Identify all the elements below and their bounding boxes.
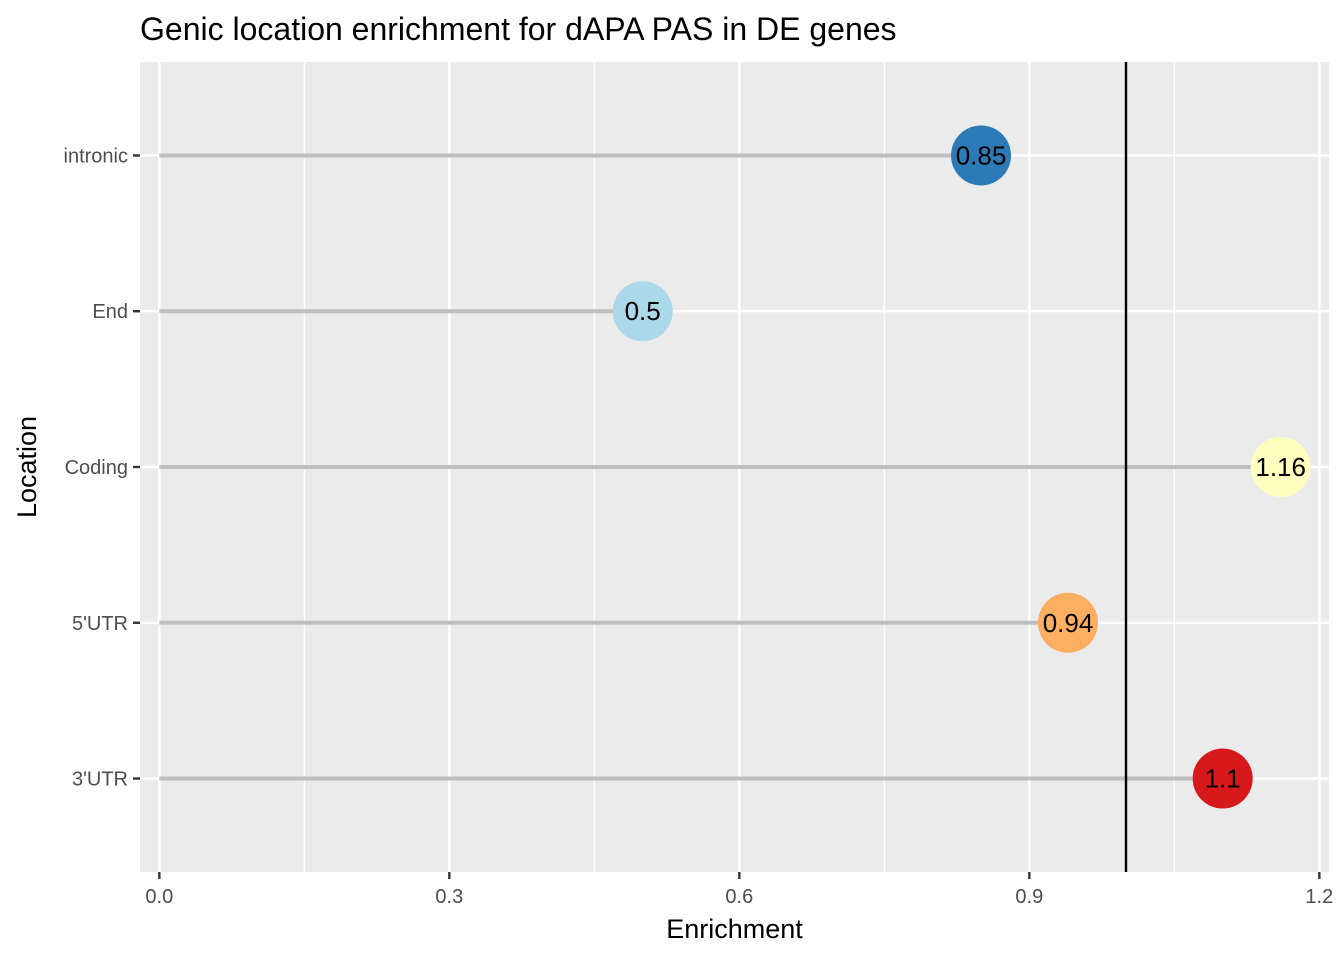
x-tick-label: 1.2 (1305, 886, 1333, 908)
lollipop-point (1038, 592, 1098, 653)
data-label: 1.16 (1255, 452, 1306, 482)
x-tick-label: 0.0 (145, 886, 173, 908)
lollipop-stems (159, 153, 1281, 781)
y-tick-label: 3'UTR (72, 769, 128, 791)
y-axis: intronic End Coding 5'UTR 3'UTR (64, 145, 140, 791)
y-tick-label: Coding (65, 457, 128, 479)
y-tick-label: End (92, 301, 128, 323)
data-label: 0.94 (1043, 608, 1094, 638)
lollipop-point (1250, 437, 1311, 497)
data-label: 1.1 (1205, 764, 1241, 794)
x-tick-label: 0.3 (435, 886, 463, 908)
data-label: 0.5 (625, 296, 661, 326)
x-axis-title: Enrichment (666, 914, 803, 944)
lollipop-point (951, 125, 1011, 186)
data-label: 0.85 (956, 140, 1007, 170)
x-tick-label: 0.9 (1015, 886, 1043, 908)
lollipop-point (1192, 748, 1253, 809)
y-axis-title: Location (12, 416, 42, 518)
chart-title: Genic location enrichment for dAPA PAS i… (140, 11, 897, 47)
y-tick-label: 5'UTR (72, 613, 128, 635)
x-axis: 0.0 0.3 0.6 0.9 1.2 (145, 872, 1333, 908)
lollipop-points: 0.85 0.5 1.16 0.94 1.1 (612, 125, 1311, 809)
lollipop-point (612, 281, 673, 342)
x-tick-label: 0.6 (725, 886, 753, 908)
y-tick-label: intronic (64, 145, 128, 167)
